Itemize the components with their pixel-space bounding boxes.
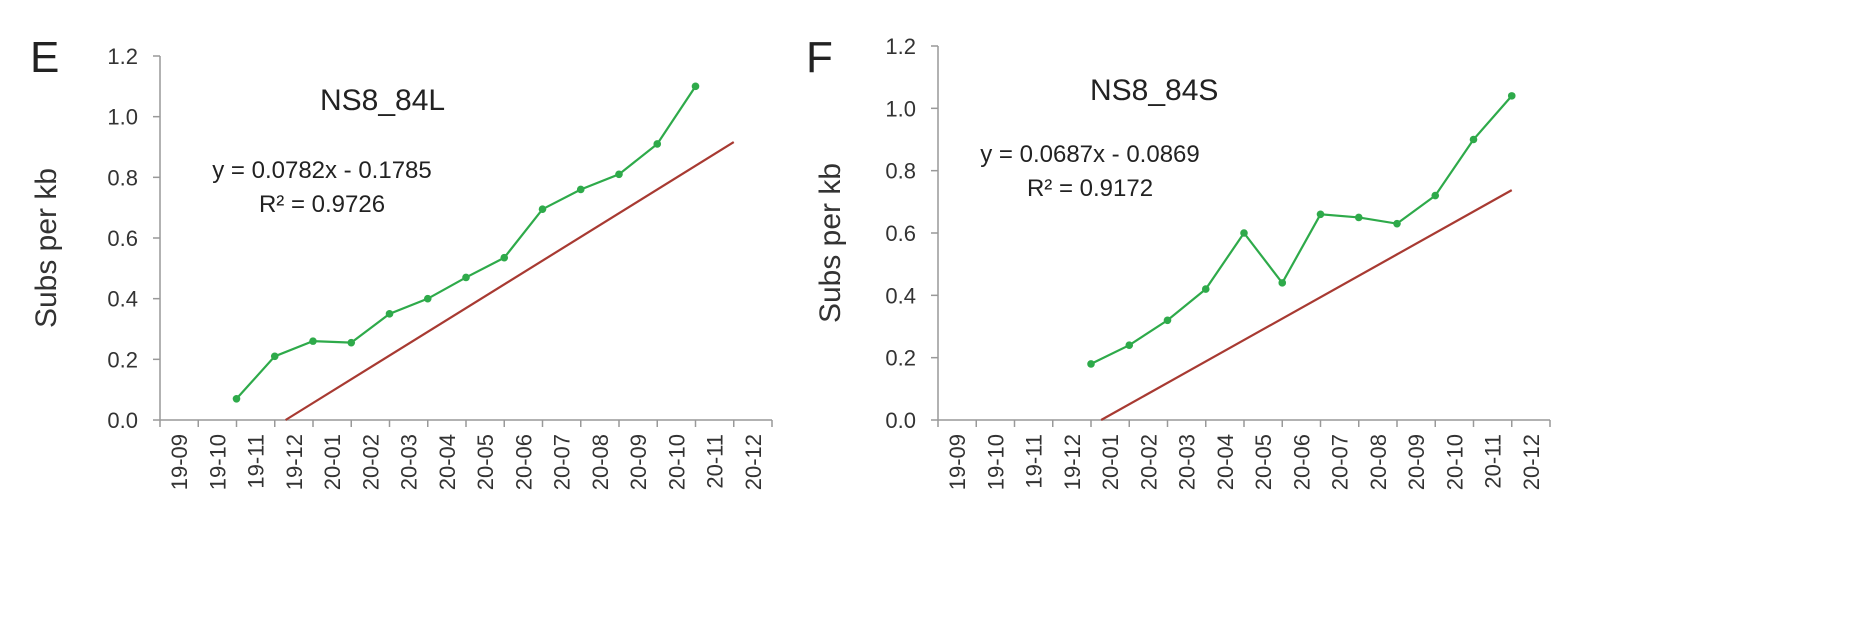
x-tick-label: 19-12	[282, 434, 307, 490]
y-tick-label: 1.2	[885, 34, 916, 59]
x-tick-label: 20-09	[1404, 434, 1429, 490]
y-tick-label: 0.0	[885, 408, 916, 433]
data-point	[1201, 285, 1210, 293]
x-tick-label: 20-03	[1175, 434, 1200, 490]
x-tick-label: 19-11	[1022, 434, 1047, 489]
y-tick-label: 1.2	[107, 44, 138, 69]
data-point	[615, 170, 623, 179]
data-point	[538, 205, 547, 213]
data-point	[1278, 279, 1287, 287]
chart-title: NS8_84L	[320, 84, 445, 117]
data-point	[1087, 360, 1095, 368]
x-tick-label: 19-09	[945, 434, 970, 490]
y-tick-label: 0.6	[107, 226, 138, 251]
x-tick-label: 19-10	[205, 434, 230, 490]
x-tick-label: 20-07	[1328, 434, 1353, 490]
y-tick-label: 1.0	[885, 96, 916, 121]
x-tick-label: 19-10	[983, 434, 1008, 490]
x-tick-label: 20-11	[703, 434, 728, 489]
y-tick-label: 0.2	[107, 347, 138, 372]
data-point	[347, 338, 356, 347]
x-tick-label: 20-02	[1136, 434, 1161, 490]
x-tick-label: 19-12	[1060, 434, 1085, 490]
x-tick-label: 20-12	[1519, 434, 1544, 490]
x-tick-label: 20-08	[1366, 434, 1391, 490]
data-point	[500, 253, 509, 262]
data-point	[1393, 219, 1401, 228]
data-point	[1163, 316, 1172, 325]
chart-title: NS8_84S	[1090, 74, 1218, 107]
x-tick-label: 20-06	[511, 434, 536, 490]
y-tick-label: 0.0	[107, 408, 138, 433]
data-series-line	[1090, 95, 1513, 365]
x-tick-label: 20-10	[664, 434, 689, 490]
y-tick-label: 0.6	[885, 221, 916, 246]
x-tick-label: 20-04	[435, 434, 460, 490]
data-point	[1240, 229, 1248, 237]
regression-equation: y = 0.0782x - 0.1785	[212, 157, 432, 184]
x-tick-label: 20-05	[1251, 434, 1276, 490]
x-tick-label: 20-05	[473, 434, 498, 490]
trendline	[284, 141, 735, 421]
x-tick-label: 20-01	[1098, 434, 1123, 490]
data-series-line	[235, 85, 697, 400]
y-tick-label: 1.0	[107, 105, 138, 130]
x-tick-label: 20-09	[626, 434, 651, 490]
x-tick-label: 20-08	[588, 434, 613, 490]
y-tick-label: 0.8	[107, 165, 138, 190]
panel-letter: F	[806, 33, 833, 82]
trendline	[1100, 189, 1513, 421]
r-squared-label: R² = 0.9726	[259, 191, 385, 218]
data-point	[232, 394, 241, 403]
x-tick-label: 20-12	[741, 434, 766, 490]
data-point	[1507, 92, 1516, 100]
x-tick-label: 20-10	[1442, 434, 1467, 490]
x-tick-label: 20-03	[397, 434, 422, 490]
x-tick-label: 20-01	[320, 434, 345, 490]
data-point	[309, 337, 317, 345]
x-tick-label: 20-07	[550, 434, 575, 490]
r-squared-label: R² = 0.9172	[1027, 175, 1153, 202]
data-point	[653, 140, 662, 148]
data-point	[1431, 191, 1440, 200]
x-tick-label: 19-09	[167, 434, 192, 490]
x-tick-label: 20-02	[358, 434, 383, 490]
data-point	[385, 310, 394, 318]
data-point	[1125, 341, 1134, 350]
x-tick-label: 20-04	[1213, 434, 1238, 490]
data-point	[1469, 135, 1478, 144]
data-point	[576, 185, 585, 194]
y-tick-label: 0.4	[885, 283, 916, 308]
x-tick-label: 20-11	[1481, 434, 1506, 489]
regression-equation: y = 0.0687x - 0.0869	[980, 141, 1200, 168]
data-point	[691, 82, 700, 91]
chart-panel-e: E 0.0 0.2 0.4 0.6 0.8 1.0 1.2 19-09 19-10 19-11 19-…	[30, 33, 773, 490]
y-tick-label: 0.2	[885, 346, 916, 371]
data-point	[270, 352, 279, 361]
x-tick-label: 20-06	[1289, 434, 1314, 490]
y-tick-label: 0.8	[885, 159, 916, 184]
x-tick-label: 19-11	[244, 434, 269, 489]
data-point	[423, 294, 432, 303]
data-point	[1354, 213, 1363, 222]
panel-letter: E	[30, 33, 59, 82]
y-tick-label: 0.4	[107, 287, 138, 312]
y-axis-title: Subs per kb	[814, 163, 847, 323]
y-axis-title: Subs per kb	[30, 168, 63, 328]
data-point	[1316, 210, 1325, 219]
data-point	[462, 273, 470, 282]
chart-panel-f: F 0.0 0.2 0.4 0.6 0.8 1.0 1.2 19-09 19-10 19-11 19-…	[806, 33, 1551, 490]
